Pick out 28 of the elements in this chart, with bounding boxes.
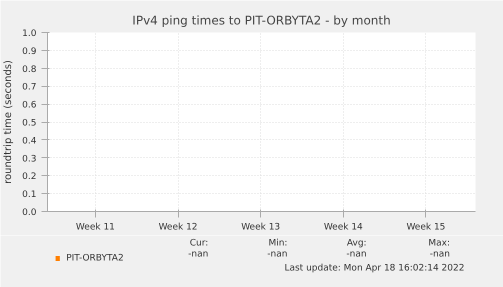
y-tick-label: 0.2 xyxy=(22,172,37,182)
text: Last update: Mon Apr 18 16:02:14 2022 xyxy=(284,264,464,274)
y-tick-label: 0.0 xyxy=(22,208,37,218)
y-tick-label: 0.6 xyxy=(22,100,37,111)
text: -nan xyxy=(430,250,450,260)
y-tick-label: 1.0 xyxy=(22,29,37,39)
x-tick-label: Week 15 xyxy=(406,222,446,232)
x-tick-label: Week 11 xyxy=(76,222,115,232)
text: -nan xyxy=(188,250,208,260)
y-axis-title: roundtrip time (seconds) xyxy=(3,60,14,184)
text: Min: xyxy=(268,238,288,248)
x-tick-label: Week 13 xyxy=(241,222,280,232)
x-tick-label: Week 12 xyxy=(158,222,198,232)
y-tick-label: 0.4 xyxy=(22,136,37,146)
y-tick-label: 0.7 xyxy=(22,82,37,93)
text: Cur: xyxy=(190,238,208,248)
y-tick-label: 0.5 xyxy=(22,118,37,128)
x-tick-label: Week 14 xyxy=(324,222,364,232)
y-tick-label: 0.8 xyxy=(22,64,37,75)
text: Avg: xyxy=(346,238,367,248)
text: -nan xyxy=(267,250,288,260)
text: Max: xyxy=(428,238,450,248)
y-tick-label: 0.9 xyxy=(22,46,37,57)
legend-label: PIT-ORBYTA2 xyxy=(66,254,124,264)
text: -nan xyxy=(346,250,367,260)
chart-title: IPv4 ping times to PIT-ORBYTA2 - by month xyxy=(132,14,391,28)
y-tick-label: 0.1 xyxy=(22,190,37,200)
y-tick-label: 0.3 xyxy=(22,154,37,164)
